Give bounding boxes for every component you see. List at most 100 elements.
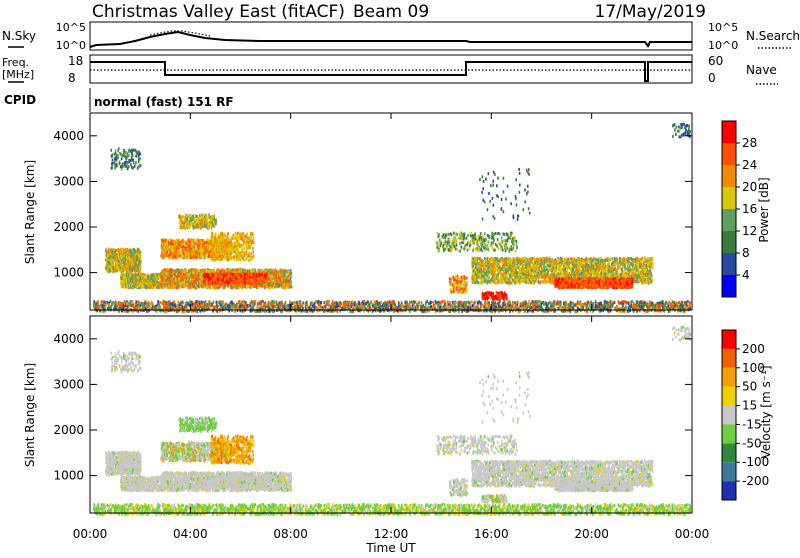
power-cell bbox=[112, 266, 114, 269]
power-cell bbox=[262, 279, 264, 282]
power-cell bbox=[164, 274, 166, 277]
power-cell bbox=[145, 282, 147, 285]
power-cell bbox=[175, 277, 177, 280]
power-cell bbox=[243, 243, 245, 246]
power-cell bbox=[203, 246, 205, 249]
power-cell bbox=[284, 283, 286, 286]
power-cell bbox=[163, 240, 165, 243]
power-cell bbox=[230, 277, 232, 280]
power-cell bbox=[205, 249, 207, 252]
power-cell bbox=[197, 274, 199, 277]
power-cell bbox=[113, 256, 115, 259]
power-cell bbox=[106, 260, 108, 263]
power-cell bbox=[265, 280, 267, 283]
power-cell bbox=[128, 265, 130, 268]
power-cell bbox=[188, 270, 190, 273]
power-cell bbox=[249, 259, 251, 262]
power-cell bbox=[124, 285, 126, 288]
power-cell bbox=[137, 266, 139, 269]
power-cell bbox=[189, 245, 191, 248]
power-cell bbox=[228, 243, 230, 246]
power-cell bbox=[196, 239, 198, 242]
power-cell bbox=[137, 273, 139, 276]
freq-series bbox=[90, 62, 692, 81]
power-cell bbox=[252, 247, 254, 250]
power-cell bbox=[136, 258, 138, 261]
power-cell bbox=[179, 241, 181, 244]
power-cell bbox=[121, 248, 123, 251]
power-cell bbox=[242, 270, 244, 273]
power-cell bbox=[188, 256, 190, 259]
power-cell bbox=[142, 276, 144, 279]
power-cell bbox=[185, 242, 187, 245]
power-cell bbox=[121, 284, 123, 287]
power-cell bbox=[254, 279, 256, 282]
power-cell bbox=[236, 279, 238, 282]
power-cell bbox=[251, 278, 253, 281]
power-cell bbox=[209, 285, 211, 288]
power-cell bbox=[140, 253, 142, 256]
power-cell bbox=[162, 256, 164, 259]
power-cell bbox=[129, 259, 131, 262]
power-cell bbox=[172, 282, 174, 285]
power-cell bbox=[143, 286, 145, 289]
power-cell bbox=[134, 268, 136, 271]
power-cell bbox=[142, 280, 144, 283]
power-cell bbox=[264, 286, 266, 289]
power-cell bbox=[175, 250, 177, 253]
power-cell bbox=[172, 285, 174, 288]
nsky-tick-top: 10^5 bbox=[56, 21, 86, 34]
power-cell bbox=[193, 252, 195, 255]
power-cell bbox=[207, 282, 209, 285]
power-cell bbox=[195, 242, 197, 245]
power-cell bbox=[138, 263, 140, 266]
power-cell bbox=[182, 249, 184, 252]
power-cell bbox=[208, 244, 210, 247]
nsearch-tick-top: 10^5 bbox=[708, 21, 738, 34]
power-cell bbox=[179, 271, 181, 274]
power-cell bbox=[257, 280, 259, 283]
power-cell bbox=[204, 276, 206, 279]
power-cell bbox=[282, 283, 284, 286]
power-cell bbox=[200, 276, 202, 279]
power-cell bbox=[117, 266, 119, 269]
power-cell bbox=[252, 270, 254, 273]
power-cell bbox=[123, 265, 125, 268]
power-cell bbox=[165, 285, 167, 288]
power-cell bbox=[226, 273, 228, 276]
nsky-label: N.Sky bbox=[2, 29, 36, 43]
power-cell bbox=[250, 232, 252, 235]
power-cell bbox=[166, 239, 168, 242]
power-cell bbox=[161, 277, 163, 280]
power-cell bbox=[290, 269, 292, 272]
power-cell bbox=[191, 245, 193, 248]
power-cell bbox=[111, 270, 113, 273]
power-cell bbox=[232, 251, 234, 254]
power-cell bbox=[196, 274, 198, 277]
power-cell bbox=[136, 256, 138, 259]
nsearch-tick-bottom: 10^0 bbox=[708, 39, 738, 52]
power-cell bbox=[167, 269, 169, 272]
power-cell bbox=[276, 275, 278, 278]
power-cell bbox=[138, 254, 140, 257]
power-cell bbox=[238, 232, 240, 235]
power-cell bbox=[224, 243, 226, 246]
power-cell bbox=[110, 255, 112, 258]
power-cell bbox=[225, 276, 227, 279]
nsky-series bbox=[90, 32, 692, 47]
power-cell bbox=[111, 267, 113, 270]
power-cell bbox=[172, 243, 174, 246]
power-cell bbox=[166, 242, 168, 245]
power-cell bbox=[195, 270, 197, 273]
nsearch-label: N.Search bbox=[746, 29, 800, 43]
power-cell bbox=[214, 286, 216, 289]
power-cell bbox=[249, 269, 251, 272]
power-cell bbox=[219, 239, 221, 242]
power-cell bbox=[182, 276, 184, 279]
power-cell bbox=[186, 250, 188, 253]
power-cell bbox=[265, 274, 267, 277]
cpid-label: CPID bbox=[4, 93, 36, 107]
power-cell bbox=[172, 249, 174, 252]
power-cell bbox=[244, 277, 246, 280]
power-cell bbox=[137, 285, 139, 288]
